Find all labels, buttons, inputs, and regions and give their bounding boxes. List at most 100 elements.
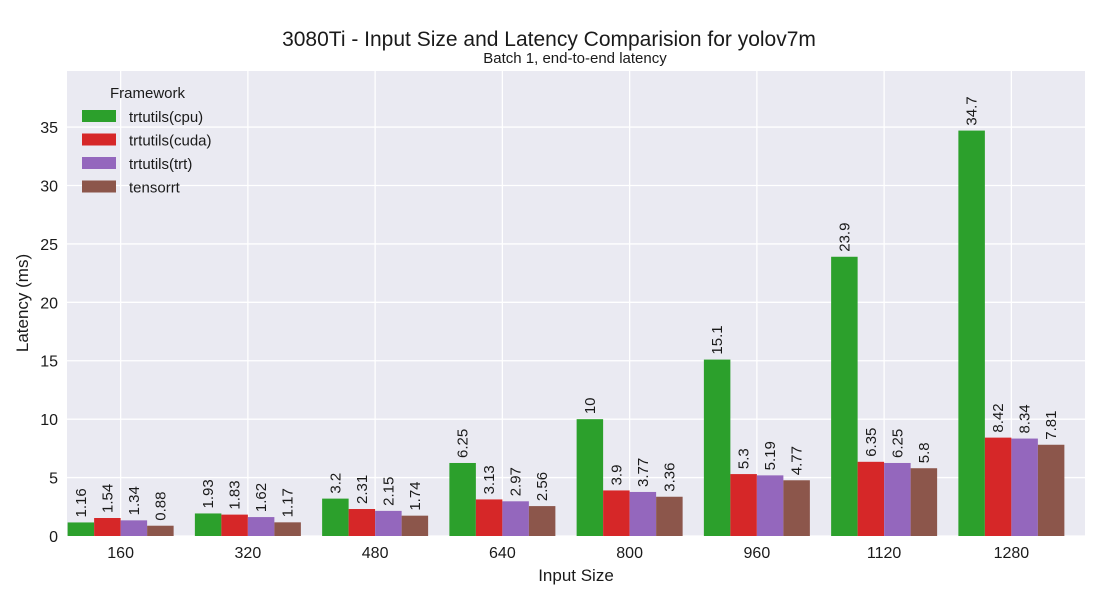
bar: [348, 509, 376, 536]
bar: [857, 461, 885, 536]
grid: [67, 71, 1085, 537]
bar-value-label: 6.25: [889, 429, 906, 458]
x-tick-label: 1120: [867, 545, 902, 562]
bar-value-label: 2.15: [380, 477, 397, 506]
bar: [120, 520, 148, 536]
bar: [1037, 444, 1065, 536]
bar-value-label: 3.9: [608, 465, 625, 486]
legend-title: Framework: [110, 85, 186, 102]
bar: [502, 501, 529, 536]
bar-value-label: 1.62: [253, 483, 270, 512]
y-tick-label: 25: [40, 237, 58, 254]
bar-value-label: 1.16: [73, 488, 90, 517]
bar-value-label: 2.97: [508, 467, 525, 496]
bar-value-label: 1.83: [227, 480, 244, 509]
bar-value-label: 3.36: [661, 463, 678, 492]
bar: [576, 419, 604, 536]
bar-value-label: 5.19: [762, 441, 779, 470]
bar: [475, 499, 503, 536]
bar: [528, 506, 556, 536]
x-tick-label: 800: [616, 545, 643, 562]
bar-value-label: 5.8: [916, 442, 933, 463]
y-tick-label: 20: [40, 295, 58, 312]
legend-label: trtutils(cpu): [129, 109, 203, 126]
bar: [958, 130, 985, 536]
chart-title: 3080Ti - Input Size and Latency Comparis…: [282, 28, 816, 51]
bar: [274, 522, 301, 536]
bar: [67, 522, 95, 536]
x-tick-label: 160: [107, 545, 134, 562]
value-labels: 1.16 1.93 3.2 6.25 10 15.1 23.9 34.7 1.54 1.83 2.3…: [73, 96, 1060, 520]
bars: [67, 130, 1065, 536]
bar: [984, 437, 1012, 536]
bar-value-label: 1.54: [99, 484, 116, 513]
bar-value-label: 0.88: [152, 492, 169, 521]
bar-value-label: 1.74: [407, 481, 424, 510]
bar-value-label: 1.93: [200, 479, 217, 508]
bar: [603, 490, 630, 536]
bar-value-label: 8.42: [990, 403, 1007, 432]
legend-label: tensorrt: [129, 180, 181, 197]
legend-label: trtutils(cuda): [129, 133, 212, 150]
bar: [703, 359, 731, 536]
bar-value-label: 5.3: [736, 448, 753, 469]
bar: [221, 514, 248, 536]
x-tick-label: 1280: [994, 545, 1030, 562]
bar: [449, 462, 476, 536]
legend-swatch: [82, 110, 116, 122]
y-axis-ticks: 0 5 10 15 20 25 30 35: [40, 120, 58, 546]
bar-value-label: 1.34: [126, 486, 143, 515]
bar: [910, 468, 938, 536]
bar-value-label: 4.77: [789, 446, 806, 475]
bar-value-label: 7.81: [1043, 411, 1060, 440]
bar: [730, 474, 757, 536]
legend-swatch: [82, 180, 116, 193]
bar-value-label: 10: [582, 397, 599, 414]
bar-value-label: 23.9: [836, 223, 853, 252]
legend-swatch: [82, 133, 116, 146]
x-tick-label: 320: [235, 545, 262, 562]
bar: [194, 513, 222, 536]
legend-label: trtutils(trt): [129, 156, 192, 173]
x-axis-ticks: 160 320 480 640 800 960 1120 1280: [107, 545, 1029, 562]
bar-value-label: 15.1: [709, 325, 726, 354]
bar-value-label: 6.25: [455, 429, 472, 458]
bar-value-label: 6.35: [863, 428, 880, 457]
x-tick-label: 480: [362, 545, 389, 562]
bar: [247, 517, 275, 536]
y-tick-label: 0: [49, 529, 58, 546]
bar: [375, 510, 402, 536]
x-tick-label: 640: [489, 545, 516, 562]
bar-value-label: 3.77: [635, 458, 652, 487]
y-tick-label: 35: [40, 120, 58, 137]
bar: [322, 498, 349, 536]
chart-subtitle: Batch 1, end-to-end latency: [483, 50, 667, 67]
bar: [401, 515, 429, 536]
bar-value-label: 3.13: [481, 465, 498, 494]
bar: [656, 496, 683, 536]
bar: [94, 518, 121, 536]
bar: [884, 462, 911, 536]
plot-area: [67, 71, 1085, 536]
bar: [147, 525, 174, 536]
bar-value-label: 3.2: [327, 473, 344, 494]
y-tick-label: 10: [40, 412, 58, 429]
y-tick-label: 15: [40, 354, 58, 371]
legend: Framework trtutils(cpu) trtutils(cuda) trt…: [82, 85, 212, 197]
y-axis-label: Latency (ms): [13, 254, 32, 352]
bar: [783, 480, 810, 536]
y-tick-label: 30: [40, 178, 58, 195]
bar-value-label: 8.34: [1017, 404, 1034, 433]
bar-value-label: 2.31: [354, 475, 371, 504]
x-axis-label: Input Size: [538, 566, 614, 585]
bar: [756, 475, 784, 536]
bar: [1011, 438, 1038, 536]
legend-swatch: [82, 157, 116, 169]
x-tick-label: 960: [744, 545, 771, 562]
bar-value-label: 34.7: [964, 96, 981, 125]
bar-value-label: 2.56: [534, 472, 551, 501]
bar-value-label: 1.17: [280, 488, 297, 517]
y-tick-label: 5: [49, 471, 58, 488]
bar: [831, 256, 858, 536]
